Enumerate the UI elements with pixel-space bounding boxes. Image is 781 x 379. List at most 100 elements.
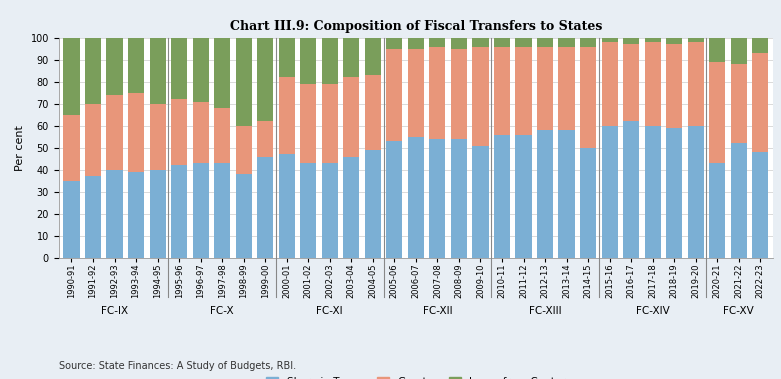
Text: FC-XIII: FC-XIII (529, 306, 562, 316)
Bar (257, 121, 273, 157)
Bar (494, 47, 510, 135)
Bar (128, 93, 144, 172)
Text: FC-XII: FC-XII (423, 306, 452, 316)
Bar (300, 38, 316, 84)
Bar (623, 38, 639, 44)
Bar (451, 139, 467, 258)
Text: FC-XIV: FC-XIV (636, 306, 669, 316)
Bar (601, 42, 618, 126)
Bar (149, 104, 166, 170)
Bar (558, 130, 575, 258)
Bar (731, 38, 747, 64)
Bar (537, 38, 553, 47)
Bar (731, 64, 747, 143)
Bar (279, 77, 294, 154)
Bar (63, 115, 80, 181)
Bar (322, 163, 338, 258)
Bar (623, 44, 639, 121)
Bar (709, 38, 726, 62)
Bar (451, 38, 467, 49)
Bar (408, 49, 424, 137)
Bar (558, 47, 575, 130)
Bar (644, 126, 661, 258)
Bar (537, 47, 553, 130)
Bar (752, 38, 769, 53)
Y-axis label: Per cent: Per cent (15, 125, 25, 171)
Bar (171, 38, 187, 99)
Bar (644, 42, 661, 126)
Bar (666, 128, 683, 258)
Bar (106, 95, 123, 170)
Bar (580, 47, 596, 148)
Bar (106, 38, 123, 95)
Bar (408, 137, 424, 258)
Bar (365, 75, 381, 150)
Bar (257, 157, 273, 258)
Bar (666, 44, 683, 128)
Bar (430, 38, 445, 47)
Bar (343, 38, 359, 77)
Bar (537, 130, 553, 258)
Bar (473, 47, 489, 146)
Bar (580, 38, 596, 47)
Legend: Share in Taxes, Grants, Loans from Center: Share in Taxes, Grants, Loans from Cente… (266, 377, 566, 379)
Bar (666, 38, 683, 44)
Bar (85, 38, 101, 104)
Bar (214, 38, 230, 108)
Bar (687, 126, 704, 258)
Bar (85, 176, 101, 258)
Bar (623, 121, 639, 258)
Bar (515, 135, 532, 258)
Text: FC-XV: FC-XV (723, 306, 754, 316)
Bar (279, 154, 294, 258)
Bar (494, 135, 510, 258)
Bar (63, 181, 80, 258)
Bar (171, 99, 187, 165)
Text: FC-XI: FC-XI (316, 306, 343, 316)
Bar (63, 38, 80, 115)
Bar (257, 38, 273, 121)
Bar (709, 62, 726, 163)
Bar (193, 38, 209, 102)
Bar (149, 38, 166, 104)
Bar (430, 139, 445, 258)
Bar (473, 146, 489, 258)
Text: FC-X: FC-X (210, 306, 234, 316)
Bar (300, 84, 316, 163)
Bar (322, 38, 338, 84)
Bar (387, 141, 402, 258)
Bar (343, 77, 359, 157)
Bar (128, 38, 144, 93)
Bar (515, 47, 532, 135)
Bar (430, 47, 445, 139)
Bar (601, 38, 618, 42)
Bar (128, 172, 144, 258)
Text: FC-IX: FC-IX (101, 306, 128, 316)
Bar (752, 152, 769, 258)
Bar (365, 38, 381, 75)
Bar (687, 42, 704, 126)
Bar (322, 84, 338, 163)
Bar (687, 38, 704, 42)
Bar (451, 49, 467, 139)
Bar (580, 148, 596, 258)
Bar (365, 150, 381, 258)
Bar (644, 38, 661, 42)
Bar (106, 170, 123, 258)
Bar (193, 102, 209, 163)
Title: Chart III.9: Composition of Fiscal Transfers to States: Chart III.9: Composition of Fiscal Trans… (230, 20, 602, 33)
Bar (387, 38, 402, 49)
Bar (300, 163, 316, 258)
Bar (752, 53, 769, 152)
Bar (214, 163, 230, 258)
Bar (193, 163, 209, 258)
Bar (236, 38, 251, 126)
Bar (236, 174, 251, 258)
Bar (214, 108, 230, 163)
Bar (473, 38, 489, 47)
Bar (343, 157, 359, 258)
Bar (515, 38, 532, 47)
Bar (558, 38, 575, 47)
Bar (171, 165, 187, 258)
Bar (494, 38, 510, 47)
